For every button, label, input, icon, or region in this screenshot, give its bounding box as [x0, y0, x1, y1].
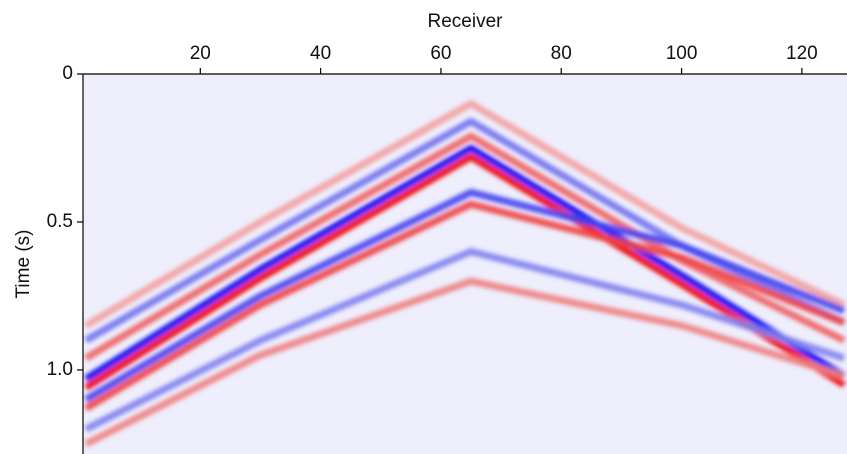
- x-tick-label: 60: [430, 43, 451, 64]
- wavefront: [84, 144, 846, 382]
- x-tick-label: 120: [786, 43, 818, 64]
- traces: [84, 100, 846, 448]
- y-tick-label: 1.0: [47, 359, 73, 380]
- wavefront: [84, 100, 846, 329]
- x-tick-label: 80: [551, 43, 572, 64]
- wavefront: [84, 117, 846, 344]
- x-tick-label: 100: [666, 43, 698, 64]
- wavefront: [84, 153, 846, 391]
- y-tick-label: 0: [62, 63, 73, 84]
- y-tick-label: 0.5: [47, 211, 73, 232]
- wavefront: [84, 132, 846, 362]
- wavefront: [84, 188, 846, 403]
- wavefront: [84, 200, 846, 412]
- wavefront: [84, 277, 846, 448]
- y-axis-label: Time (s): [13, 230, 34, 299]
- x-axis-label: Receiver: [428, 11, 504, 32]
- x-tick-label: 20: [190, 43, 211, 64]
- x-tick-label: 40: [310, 43, 331, 64]
- wavefront: [84, 248, 846, 433]
